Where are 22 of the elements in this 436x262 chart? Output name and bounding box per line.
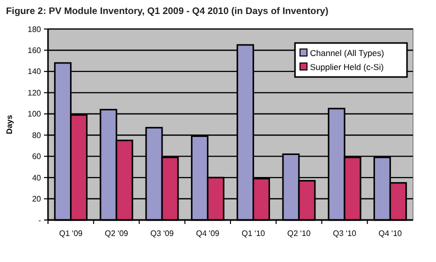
- legend-label: Supplier Held (c-Si): [310, 62, 384, 72]
- y-tick-label: 100: [28, 110, 42, 119]
- y-tick-label: 160: [28, 46, 42, 56]
- x-tick-label: Q3 '09: [150, 229, 174, 238]
- y-tick-label: 40: [32, 173, 42, 182]
- legend-label: Channel (All Types): [310, 48, 384, 58]
- x-tick-label: Q1 '09: [59, 229, 84, 238]
- y-tick-label: 20: [32, 194, 42, 204]
- x-tick-label: Q3 '10: [332, 229, 357, 238]
- x-tick-label: Q2 '09: [104, 229, 129, 238]
- chart-title: Figure 2: PV Module Inventory, Q1 2009 - Q4 2010 (in Days of Inventory): [6, 6, 328, 17]
- y-axis-title: Days: [5, 114, 14, 134]
- y-tick-label: 60: [32, 152, 42, 162]
- x-tick-label: Q4 '09: [196, 229, 220, 238]
- x-tick-label: Q1 '10: [242, 229, 266, 238]
- y-tick-label: 80: [32, 130, 42, 140]
- y-tick-label: 180: [28, 24, 42, 34]
- y-tick-label: 140: [28, 67, 42, 76]
- y-tick-label: 120: [28, 88, 42, 98]
- y-tick-label: -: [38, 216, 42, 225]
- x-tick-label: Q2 '10: [287, 229, 312, 238]
- x-tick-label: Q4 '10: [378, 229, 402, 238]
